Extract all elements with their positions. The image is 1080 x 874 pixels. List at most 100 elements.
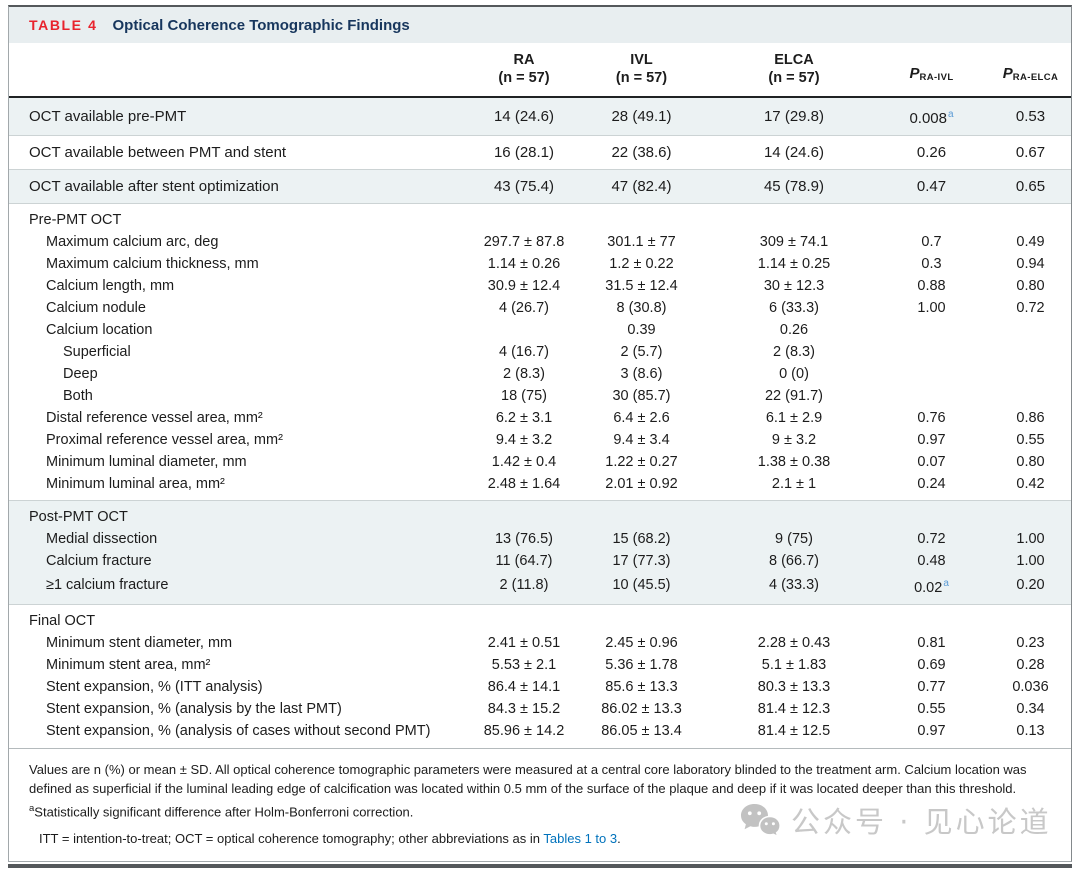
cell-p1: 0.008a (849, 97, 964, 136)
cell-ivl: 22 (38.6) (584, 135, 699, 170)
cell-ivl: 17 (77.3) (584, 551, 699, 573)
cell-value: 15 (68.2) (612, 531, 671, 547)
table-row: OCT available pre-PMT 14 (24.6) 28 (49.1) 1… (9, 97, 1071, 136)
cell-p1: 0.7 (849, 232, 964, 254)
cell-value: 0.13 (1016, 722, 1045, 739)
cell-p2 (964, 320, 1071, 342)
cell-ra: 1.14 ± 0.26 (464, 254, 584, 276)
cell-ivl (584, 501, 699, 529)
cell-value: 1.2 ± 0.22 (609, 256, 674, 272)
cell-p1 (849, 386, 964, 408)
table-row: Calcium nodule 4 (26.7) 8 (30.8) 6 (33.3) 1.… (9, 298, 1071, 320)
cell-value: 4 (16.7) (499, 344, 549, 360)
table-row: ≥1 calcium fracture 2 (11.8) 10 (45.5) 4 (3… (9, 572, 1071, 605)
cell-ra: 4 (16.7) (464, 342, 584, 364)
column-header-p-ra-elca: PRA-ELCA (964, 43, 1071, 98)
cell-elca: 81.4 ± 12.3 (699, 698, 849, 720)
cell-elca: 9 (75) (699, 529, 849, 551)
cell-value: 2 (8.3) (773, 344, 815, 360)
cell-value: 22 (38.6) (611, 144, 672, 161)
cell-value: 0 (0) (779, 366, 809, 382)
cell-elca: 22 (91.7) (699, 386, 849, 408)
cell-elca: 81.4 ± 12.5 (699, 720, 849, 748)
cell-p2 (964, 364, 1071, 386)
cell-value: 0.036 (1012, 678, 1049, 695)
cell-value: 8 (66.7) (769, 553, 819, 569)
row-label: Medial dissection (46, 531, 158, 547)
cell-value: 84.3 ± 15.2 (487, 700, 561, 717)
table-row: Calcium length, mm 30.9 ± 12.4 31.5 ± 12.4… (9, 276, 1071, 298)
cell-ivl: 86.02 ± 13.3 (584, 698, 699, 720)
cell-p2: 0.65 (964, 169, 1071, 204)
cell-ivl: 47 (82.4) (584, 169, 699, 204)
footnote-general: Values are n (%) or mean ± SD. All optic… (29, 761, 1027, 797)
cell-value: 13 (76.5) (494, 531, 554, 547)
table-number: TABLE 4 (29, 17, 98, 33)
cell-ra: 14 (24.6) (464, 97, 584, 136)
cell-value: 1.14 ± 0.26 (487, 256, 561, 272)
row-label: Maximum calcium arc, deg (46, 234, 219, 250)
cell-value: 297.7 ± 87.8 (483, 234, 565, 250)
section-row: Pre-PMT OCT (9, 204, 1071, 232)
cell-ivl: 6.4 ± 2.6 (584, 408, 699, 430)
cell-value: 1.22 ± 0.27 (605, 454, 678, 470)
cell-value: 47 (82.4) (611, 178, 672, 195)
cell-ivl: 10 (45.5) (584, 572, 699, 605)
footnote-abbr-period: . (617, 830, 621, 846)
cell-ivl: 1.2 ± 0.22 (584, 254, 699, 276)
cell-p2: 0.23 (964, 632, 1071, 654)
column-header-ivl-name: IVL (630, 52, 653, 68)
cell-elca: 8 (66.7) (699, 551, 849, 573)
cell-value: 86.02 ± 13.3 (601, 700, 682, 717)
cell-p2: 1.00 (964, 529, 1071, 551)
p-subscript: RA-IVL (919, 72, 954, 83)
cell-ivl: 2 (5.7) (584, 342, 699, 364)
cell-ra: 30.9 ± 12.4 (464, 276, 584, 298)
header-empty (9, 43, 464, 98)
cell-p1: 0.24 (849, 473, 964, 501)
cell-value: 0.55 (917, 700, 946, 717)
cell-ra: 5.53 ± 2.1 (464, 654, 584, 676)
tables-1-to-3-link[interactable]: Tables 1 to 3 (543, 830, 618, 846)
cell-value: 86.4 ± 14.1 (487, 678, 561, 695)
cell-elca: 2.28 ± 0.43 (699, 632, 849, 654)
cell-value: 1.00 (917, 300, 946, 316)
cell-p1 (849, 320, 964, 342)
cell-ivl: 3 (8.6) (584, 364, 699, 386)
row-label: OCT available after stent optimization (9, 169, 464, 204)
table-row: Maximum calcium arc, deg 297.7 ± 87.8 301.… (9, 232, 1071, 254)
cell-elca: 45 (78.9) (699, 169, 849, 204)
row-label: Stent expansion, % (analysis of cases wi… (46, 722, 431, 739)
cell-value: 0.26 (779, 322, 809, 338)
cell-elca: 30 ± 12.3 (699, 276, 849, 298)
table-row: Calcium fracture 11 (64.7) 17 (77.3) 8 (66.… (9, 550, 1071, 573)
table-row: Minimum luminal area, mm² 2.48 ± 1.64 2.01… (9, 473, 1071, 501)
cell-value: 0.72 (1016, 300, 1045, 316)
cell-ra: 2 (11.8) (464, 572, 584, 605)
cell-p2: 0.42 (964, 473, 1071, 501)
cell-value: 0.94 (1016, 256, 1045, 272)
cell-ra: 11 (64.7) (464, 551, 584, 573)
cell-value: 0.07 (917, 454, 946, 470)
row-label: Maximum calcium thickness, mm (46, 256, 259, 272)
cell-value: 6 (33.3) (769, 300, 819, 316)
cell-value: 4 (26.7) (499, 300, 549, 316)
cell-value: 2 (11.8) (499, 577, 549, 594)
row-label: Calcium nodule (46, 300, 146, 316)
row-label: Final OCT (29, 612, 96, 629)
table-row: Deep 2 (8.3) 3 (8.6) 0 (0) (9, 364, 1071, 386)
cell-p1: 1.00 (849, 298, 964, 320)
cell-ivl: 301.1 ± 77 (584, 232, 699, 254)
cell-elca: 4 (33.3) (699, 572, 849, 605)
row-label: Post-PMT OCT (29, 509, 128, 525)
cell-value: 9 ± 3.2 (771, 432, 817, 448)
cell-value: 2 (5.7) (620, 344, 663, 360)
cell-p2 (964, 204, 1071, 232)
cell-value: 1.00 (1016, 531, 1045, 547)
cell-p1: 0.07 (849, 452, 964, 474)
cell-p1 (849, 204, 964, 232)
cell-value: 0.80 (1016, 278, 1045, 294)
cell-value: 81.4 ± 12.5 (757, 722, 831, 739)
cell-ivl: 86.05 ± 13.4 (584, 720, 699, 748)
cell-ra: 16 (28.1) (464, 135, 584, 170)
